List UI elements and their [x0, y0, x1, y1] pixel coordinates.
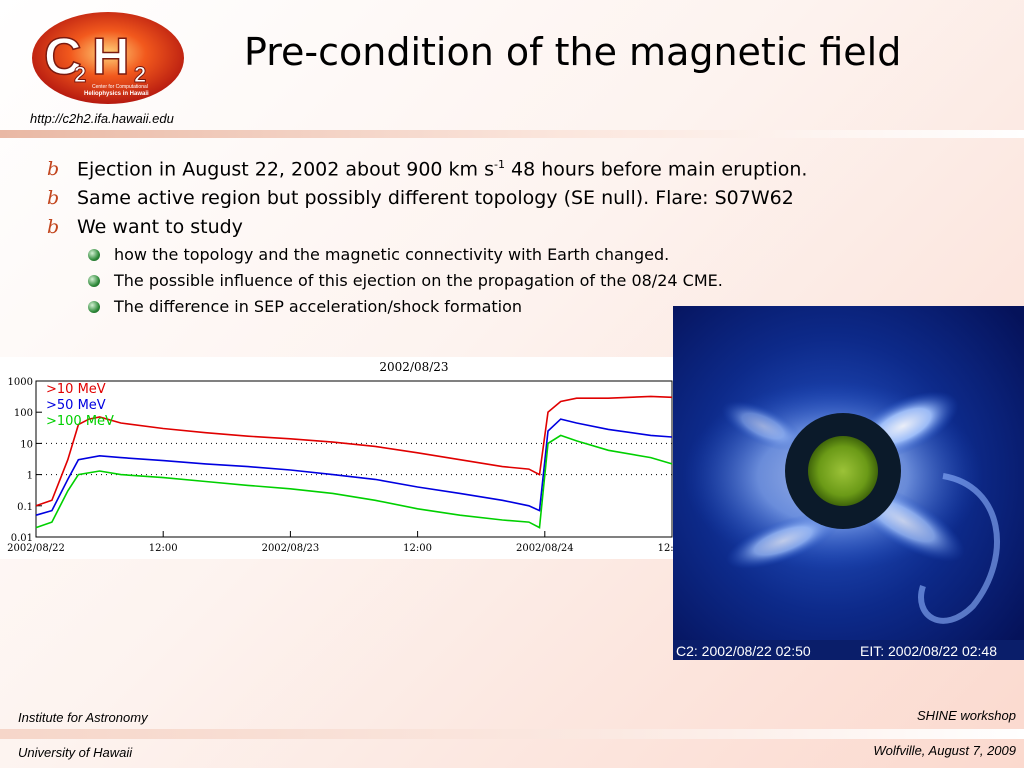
bullet-marker-icon: b — [47, 158, 60, 181]
x-tick-label: 2002/08/23 — [262, 543, 320, 554]
svg-text:Heliophysics in Hawaii: Heliophysics in Hawaii — [84, 91, 149, 97]
legend-entry-0: >10 MeV — [46, 382, 106, 397]
svg-text:C: C — [44, 28, 82, 86]
photo-caption-eit: EIT: 2002/08/22 02:48 — [860, 643, 997, 659]
series-line-0 — [35, 395, 673, 507]
x-tick-label: 2002/08/24 — [516, 543, 574, 554]
header-rule — [0, 130, 1024, 138]
site-url[interactable]: http://c2h2.ifa.hawaii.edu — [30, 111, 174, 126]
footer-location-date: Wolfville, August 7, 2009 — [873, 743, 1016, 758]
footer-university: University of Hawaii — [18, 745, 133, 760]
green-bullet-icon — [88, 275, 100, 287]
slide-title: Pre-condition of the magnetic field — [244, 30, 902, 74]
sub-bullet-influence: The possible influence of this ejection … — [88, 271, 723, 290]
y-tick-label: 100 — [14, 408, 33, 419]
series-line-2 — [35, 434, 673, 529]
x-tick-label: 12:00 — [149, 543, 178, 554]
bullet-study: b We want to study — [47, 216, 243, 238]
footer-bar — [0, 729, 1024, 739]
green-bullet-icon — [88, 301, 100, 313]
y-tick-label: 0.01 — [11, 533, 33, 544]
y-tick-label: 1000 — [8, 377, 33, 388]
y-tick-label: 0.1 — [17, 502, 33, 513]
bullet-marker-icon: b — [47, 187, 60, 209]
legend-entry-2: >100 MeV — [46, 414, 114, 429]
bullet-active-region: b Same active region but possibly differe… — [47, 187, 794, 209]
series-line-1 — [35, 418, 673, 516]
c2h2-logo: C 2 H 2 Center for Computational Helioph… — [32, 12, 184, 104]
green-bullet-icon — [88, 249, 100, 261]
svg-text:2: 2 — [134, 62, 146, 87]
legend-entry-1: >50 MeV — [46, 398, 106, 413]
photo-caption-c2: C2: 2002/08/22 02:50 — [676, 643, 811, 659]
bullet-ejection: b Ejection in August 22, 2002 about 900 k… — [47, 158, 808, 181]
svg-text:Center for Computational: Center for Computational — [92, 84, 148, 90]
x-tick-label: 12:00 — [403, 543, 432, 554]
plot-frame — [35, 380, 673, 538]
coronagraph-image: C2: 2002/08/22 02:50 EIT: 2002/08/22 02:… — [673, 306, 1024, 660]
y-tick-label: 1 — [27, 471, 33, 482]
sub-bullet-sep: The difference in SEP acceleration/shock… — [88, 297, 522, 316]
y-tick-label: 10 — [20, 439, 33, 450]
x-tick-label: 12:00 — [658, 543, 676, 554]
x-tick-label: 2002/08/22 — [7, 543, 65, 554]
footer-institute: Institute for Astronomy — [18, 710, 148, 725]
svg-text:H: H — [92, 28, 130, 86]
bullet-marker-icon: b — [47, 216, 60, 238]
footer-workshop: SHINE workshop — [917, 708, 1016, 723]
chart-title: 2002/08/23 — [379, 360, 448, 374]
svg-text:2: 2 — [74, 62, 86, 87]
sub-bullet-topology: how the topology and the magnetic connec… — [88, 245, 669, 264]
